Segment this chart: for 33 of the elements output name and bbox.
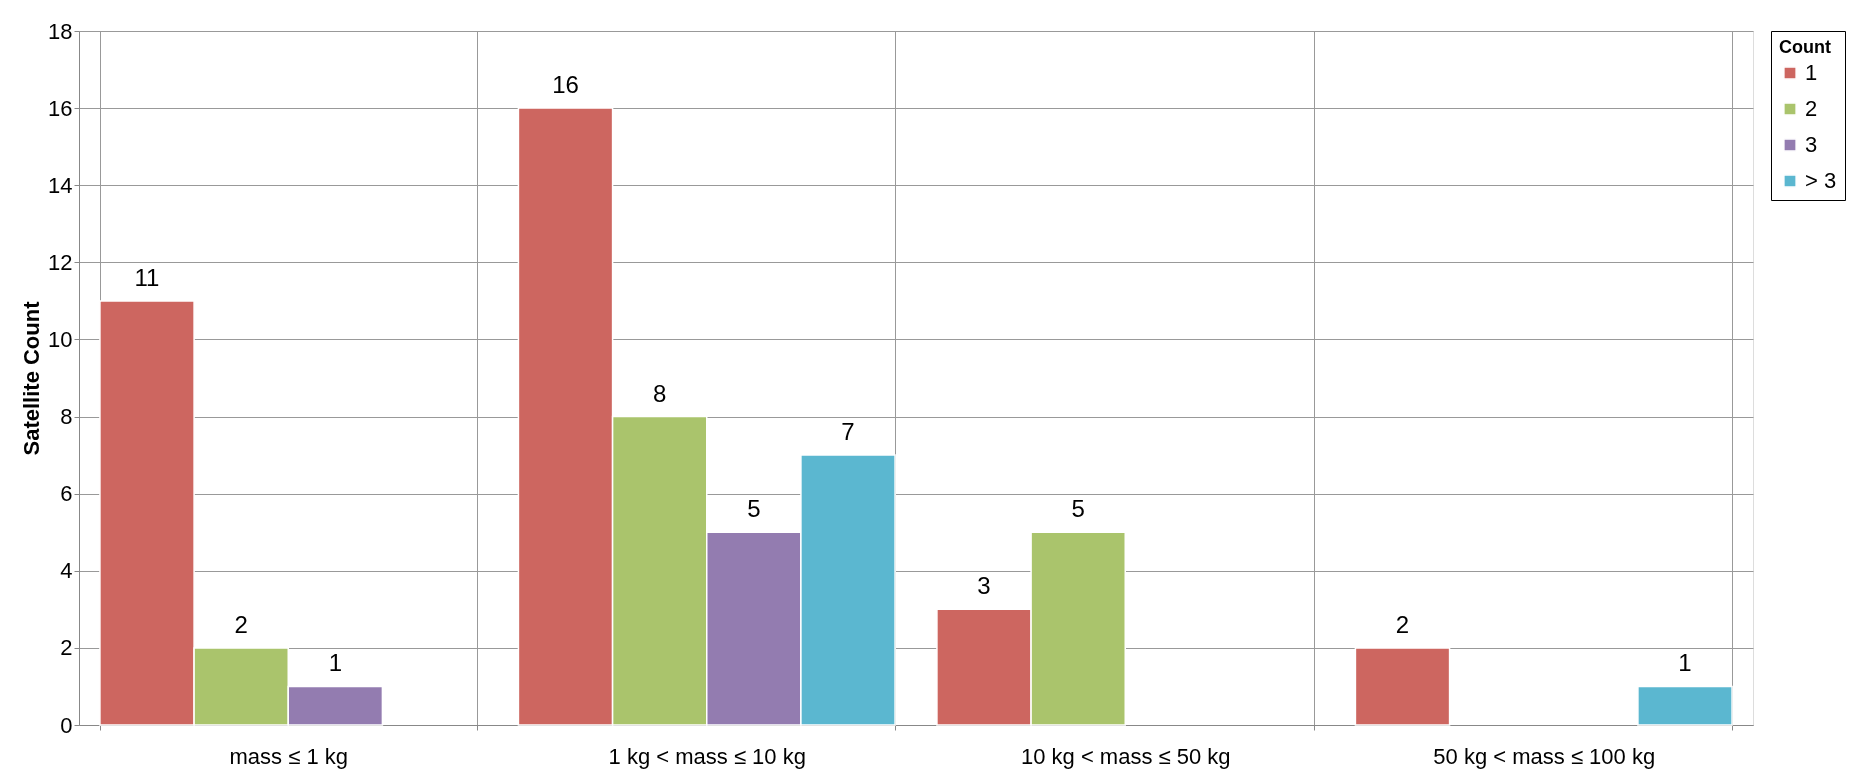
legend-label: 2 [1805,96,1818,121]
data-label: 5 [1071,495,1085,523]
x-tick-label: mass ≤ 1 kg [229,743,348,769]
data-label: 11 [134,263,160,291]
data-label: 3 [977,572,991,600]
x-tick-label: 50 kg < mass ≤ 100 kg [1433,743,1656,769]
y-tick-label: 18 [48,18,73,44]
legend-title: Count [1779,37,1831,57]
legend-label: > 3 [1805,168,1837,193]
data-label: 1 [328,649,343,677]
legend-label: 3 [1805,132,1818,157]
bar [1354,647,1451,726]
data-label: 16 [552,71,579,99]
y-tick-label: 2 [60,635,73,661]
y-tick-label: 10 [48,326,73,352]
legend-label: 1 [1805,60,1818,85]
x-tick-label: 1 kg < mass ≤ 10 kg [608,743,806,769]
x-tick-label: 10 kg < mass ≤ 50 kg [1020,743,1231,769]
data-label: 5 [747,495,761,523]
y-tick-label: 6 [60,481,73,507]
data-label: 7 [841,418,855,446]
y-tick-label: 8 [60,404,73,430]
y-tick-label: 16 [48,95,73,121]
y-tick-label: 14 [48,172,73,198]
data-label: 8 [652,379,667,407]
y-tick-label: 0 [60,712,73,738]
y-tick-label: 12 [48,249,73,275]
data-label: 1 [1678,649,1692,677]
data-label: 2 [234,610,248,638]
bar [1637,685,1733,726]
y-axis-title: Satellite Count [19,300,45,456]
data-label: 2 [1395,610,1410,638]
y-tick-label: 4 [60,558,73,584]
